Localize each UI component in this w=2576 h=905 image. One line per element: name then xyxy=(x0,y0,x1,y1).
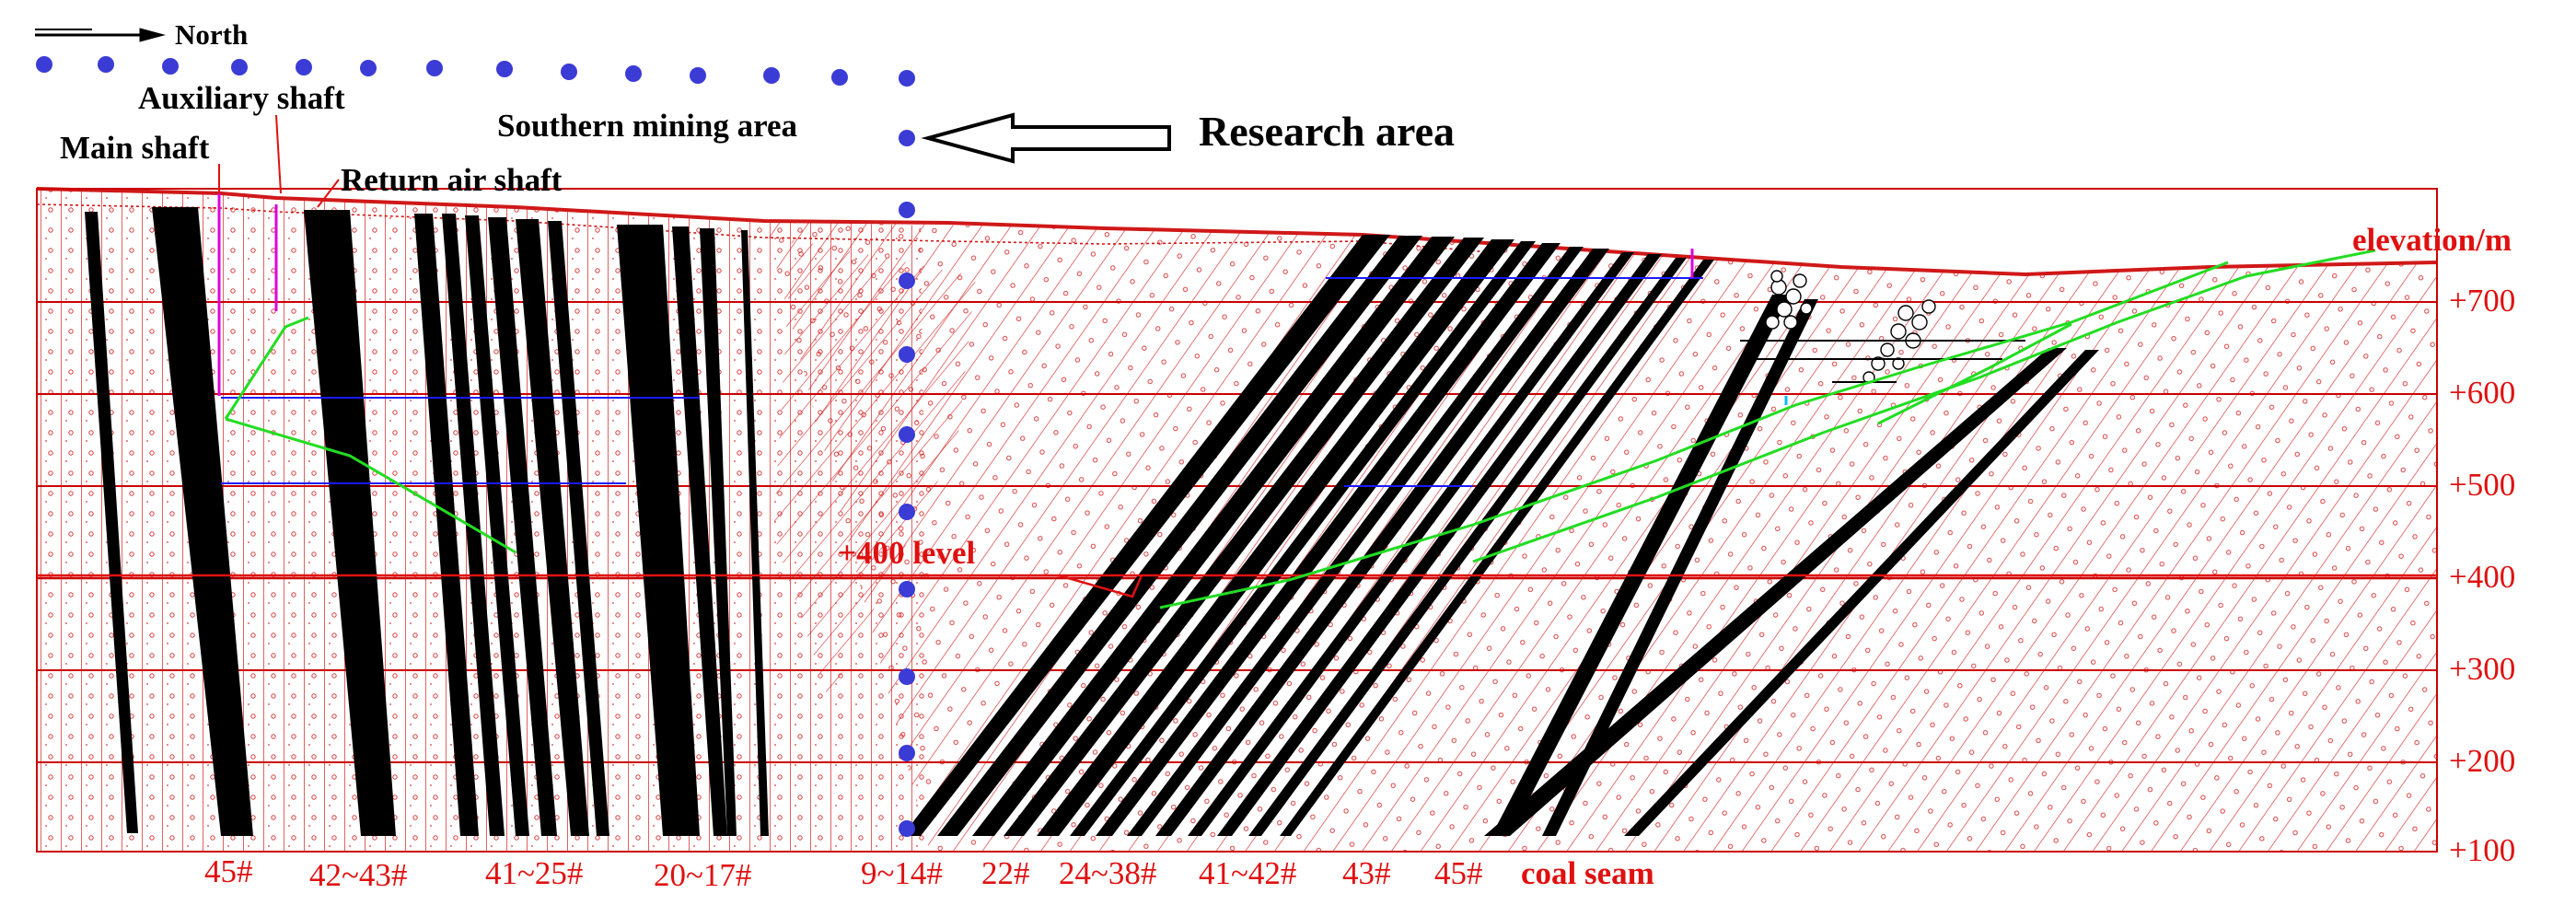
coal-seam-labels: 45# 42~43# 41~25# 20~17# 9~14# 22# 24~38… xyxy=(204,853,1654,893)
elevation-tick: +600 xyxy=(2449,375,2515,411)
north-coal-seams xyxy=(85,207,769,836)
coal-seam-label: 42~43# xyxy=(309,857,407,893)
profile-marker-dots xyxy=(36,56,915,837)
north-arrow-icon xyxy=(35,28,166,42)
coal-seam-label: 45# xyxy=(1434,855,1483,891)
coal-seam-label: 41~42# xyxy=(1199,855,1296,891)
coal-seam-label: 22# xyxy=(981,855,1030,891)
return-air-shaft-label: Return air shaft xyxy=(341,162,563,198)
auxiliary-shaft-label: Auxiliary shaft xyxy=(138,80,345,116)
elevation-axis-title: elevation/m xyxy=(2352,222,2512,258)
goaf-rubble xyxy=(1765,270,1936,384)
elevation-tick: +500 xyxy=(2449,467,2515,503)
shaft-leaders xyxy=(218,114,340,208)
main-shaft-label: Main shaft xyxy=(60,130,210,166)
strata-fill xyxy=(36,187,2438,852)
coal-seam-caption: coal seam xyxy=(1521,855,1654,891)
elevation-tick: +300 xyxy=(2449,651,2515,687)
southern-mining-area-label: Southern mining area xyxy=(497,108,797,144)
research-area-arrow-icon xyxy=(921,112,1171,164)
coal-seam-label: 41~25# xyxy=(485,855,583,891)
elevation-ticks: +700 +600 +500 +400 +300 +200 +100 xyxy=(2449,283,2515,868)
goaf-boundary-lines xyxy=(224,249,2376,609)
coal-seam-label: 24~38# xyxy=(1059,855,1156,891)
elevation-tick: +100 xyxy=(2449,832,2515,868)
coal-seam-label: 9~14# xyxy=(861,855,943,891)
coal-seam-label: 20~17# xyxy=(654,857,751,893)
level-400-marker xyxy=(1058,574,1143,598)
coal-seam-label: 45# xyxy=(204,853,253,889)
level-400-label: +400 level xyxy=(838,535,975,571)
research-area-label: Research area xyxy=(1199,108,1455,155)
roadways xyxy=(217,193,2025,576)
south-coal-seams xyxy=(902,235,2099,836)
coal-seam-label: 43# xyxy=(1342,855,1391,891)
elevation-tick: +400 xyxy=(2449,559,2515,595)
elevation-tick: +200 xyxy=(2449,743,2515,779)
north-label: North xyxy=(175,18,248,51)
elevation-tick: +700 xyxy=(2449,283,2515,319)
